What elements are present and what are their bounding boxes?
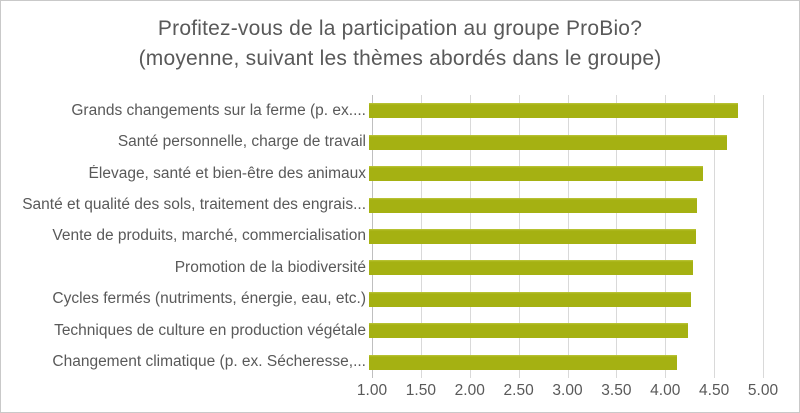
bar xyxy=(369,197,698,213)
x-axis-tick-label: 5.00 xyxy=(747,382,779,399)
x-axis: 1.00 1.50 2.00 2.50 3.00 3.50 4.00 4.50 5.00 xyxy=(357,382,778,406)
x-axis-tick-label: 3.00 xyxy=(552,382,583,399)
bar-track xyxy=(369,354,760,370)
x-axis-tick-label: 2.00 xyxy=(454,382,485,399)
chart-title: Profitez-vous de la participation au gro… xyxy=(1,14,799,74)
chart-row: Vente de produits, marché, commercialisa… xyxy=(1,221,799,252)
bar-track xyxy=(369,103,760,119)
category-label: Promotion de la biodiversité xyxy=(174,258,366,276)
chart-title-line-1: Profitez-vous de la participation au gro… xyxy=(157,17,643,40)
bar xyxy=(369,228,697,244)
category-label: Changement climatique (p. ex. Sécheresse… xyxy=(52,353,366,371)
chart-row: Grands changements sur la ferme (p. ex..… xyxy=(1,95,799,126)
bar-track xyxy=(369,228,760,244)
chart-row: Santé personnelle, charge de travail xyxy=(1,126,799,157)
gridline xyxy=(714,95,716,378)
category-label: Techniques de culture en production végé… xyxy=(54,321,366,339)
chart-row: Élevage, santé et bien-être des animaux xyxy=(1,158,799,189)
category-label: Vente de produits, marché, commercialisa… xyxy=(52,227,366,245)
bar-track xyxy=(369,291,760,307)
x-axis-tick-label: 3.50 xyxy=(601,382,632,399)
bar xyxy=(369,166,704,182)
x-axis-tick-label: 1.00 xyxy=(356,382,388,399)
chart-row: Techniques de culture en production végé… xyxy=(1,315,799,346)
chart-title-line-2: (moyenne, suivant les thèmes abordés dan… xyxy=(138,47,662,70)
x-axis-tick-label: 2.50 xyxy=(503,382,534,399)
category-label: Grands changements sur la ferme (p. ex..… xyxy=(71,101,366,119)
bar-track xyxy=(369,134,760,150)
category-label: Élevage, santé et bien-être des animaux xyxy=(88,164,366,182)
x-axis-tick-label: 1.50 xyxy=(405,382,436,399)
bar-track xyxy=(369,323,760,339)
bar xyxy=(369,291,691,307)
category-label: Cycles fermés (nutriments, énergie, eau,… xyxy=(52,290,366,308)
chart-row: Cycles fermés (nutriments, énergie, eau,… xyxy=(1,284,799,315)
chart-row: Changement climatique (p. ex. Sécheresse… xyxy=(1,347,799,378)
category-label: Santé personnelle, charge de travail xyxy=(117,133,366,151)
chart-row: Promotion de la biodiversité xyxy=(1,252,799,283)
bar xyxy=(369,323,688,339)
bar-track xyxy=(369,197,760,213)
bar xyxy=(369,354,677,370)
gridline xyxy=(763,95,764,378)
bar-track xyxy=(369,260,760,276)
bar xyxy=(369,103,738,119)
bar-chart: Grands changements sur la ferme (p. ex..… xyxy=(1,95,799,378)
bar xyxy=(369,134,727,150)
chart-row: Santé et qualité des sols, traitement de… xyxy=(1,189,799,220)
category-label: Santé et qualité des sols, traitement de… xyxy=(22,196,366,214)
x-axis-tick-label: 4.50 xyxy=(699,382,730,399)
x-axis-tick-label: 4.00 xyxy=(650,382,681,399)
bar xyxy=(369,260,693,276)
chart-rows: Grands changements sur la ferme (p. ex..… xyxy=(1,95,799,378)
bar-track xyxy=(369,166,760,182)
